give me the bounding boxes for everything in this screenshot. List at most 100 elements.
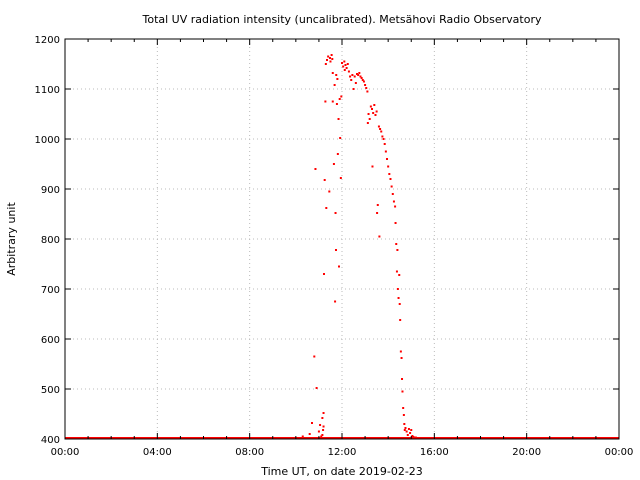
data-point — [395, 243, 398, 245]
data-point — [331, 72, 334, 74]
y-tick-label: 600 — [41, 335, 60, 346]
data-point — [398, 274, 401, 276]
data-point — [383, 143, 386, 145]
data-point — [372, 112, 375, 114]
x-tick-label: 08:00 — [235, 447, 264, 458]
data-point — [395, 270, 398, 273]
data-point — [379, 128, 382, 130]
data-point — [397, 297, 400, 299]
data-point — [358, 72, 361, 74]
y-tick-label: 1100 — [35, 85, 60, 96]
data-point — [411, 435, 414, 437]
y-tick-label: 400 — [41, 435, 60, 446]
data-point — [324, 100, 327, 103]
data-point — [315, 387, 318, 389]
x-tick-label: 12:00 — [328, 447, 357, 458]
data-point — [414, 436, 417, 439]
data-point — [369, 105, 372, 108]
data-point — [336, 78, 339, 80]
data-point — [402, 407, 405, 409]
data-point — [335, 103, 338, 105]
y-tick-label: 700 — [41, 285, 60, 296]
data-point — [323, 179, 326, 181]
data-point — [399, 319, 402, 321]
data-point — [344, 64, 347, 66]
data-point — [401, 390, 404, 393]
data-point — [364, 84, 367, 86]
data-point — [410, 429, 413, 431]
data-point — [376, 204, 379, 206]
data-point — [357, 74, 360, 76]
data-point — [405, 430, 408, 433]
data-point — [390, 185, 393, 188]
data-point — [384, 150, 387, 153]
data-point — [319, 424, 322, 426]
data-point — [359, 75, 362, 78]
data-point — [335, 74, 338, 76]
data-point — [407, 428, 410, 430]
data-point — [360, 77, 363, 79]
data-point — [331, 100, 334, 103]
y-tick-label: 1000 — [35, 135, 60, 146]
data-point — [330, 54, 333, 56]
y-tick-label: 1200 — [35, 35, 60, 46]
data-point — [322, 412, 325, 414]
data-point — [346, 63, 349, 65]
data-point — [322, 429, 325, 431]
data-point — [399, 350, 402, 353]
data-point — [387, 165, 390, 168]
x-tick-label: 04:00 — [143, 447, 172, 458]
data-point — [388, 173, 391, 175]
data-point — [325, 207, 328, 209]
x-tick-label: 00:00 — [605, 447, 634, 458]
data-point — [400, 357, 403, 359]
data-point — [354, 82, 357, 84]
data-point — [327, 55, 330, 58]
data-point — [337, 265, 340, 268]
data-point — [322, 273, 325, 275]
data-point — [314, 168, 317, 170]
data-point — [377, 125, 380, 128]
y-axis-label: Arbitrary unit — [5, 202, 18, 276]
data-point — [347, 70, 350, 73]
data-point — [341, 62, 343, 64]
data-point — [351, 74, 354, 76]
x-tick-label: 00:00 — [51, 447, 80, 458]
data-point — [321, 434, 324, 436]
data-point — [375, 110, 378, 113]
data-point — [406, 434, 409, 436]
data-points — [301, 54, 417, 439]
data-point — [356, 73, 359, 75]
data-point — [365, 87, 368, 89]
data-point — [403, 429, 406, 431]
data-point — [334, 300, 337, 303]
tick-marks — [64, 38, 620, 440]
data-point — [342, 65, 345, 68]
data-point — [317, 430, 320, 433]
data-point — [380, 130, 383, 133]
data-point — [404, 427, 407, 429]
data-point — [350, 79, 353, 81]
data-point — [412, 436, 415, 438]
data-point — [349, 75, 352, 78]
data-point — [310, 422, 313, 424]
data-point — [324, 63, 327, 65]
y-tick-labels: 400 500 600 700 800 900 1000 1100 1200 — [35, 35, 60, 446]
data-point — [366, 90, 369, 93]
data-point — [343, 69, 346, 71]
data-point — [301, 435, 304, 438]
data-point — [353, 75, 356, 78]
data-point — [352, 88, 355, 90]
data-point — [403, 423, 406, 425]
data-point — [337, 118, 340, 120]
x-tick-label: 16:00 — [420, 447, 449, 458]
data-point — [396, 249, 399, 251]
chart-title: Total UV radiation intensity (uncalibrat… — [142, 13, 542, 26]
data-point — [391, 193, 394, 195]
data-point — [376, 212, 379, 214]
data-point — [339, 137, 342, 139]
data-point — [373, 104, 376, 106]
data-point — [368, 118, 371, 120]
data-point — [362, 80, 365, 83]
